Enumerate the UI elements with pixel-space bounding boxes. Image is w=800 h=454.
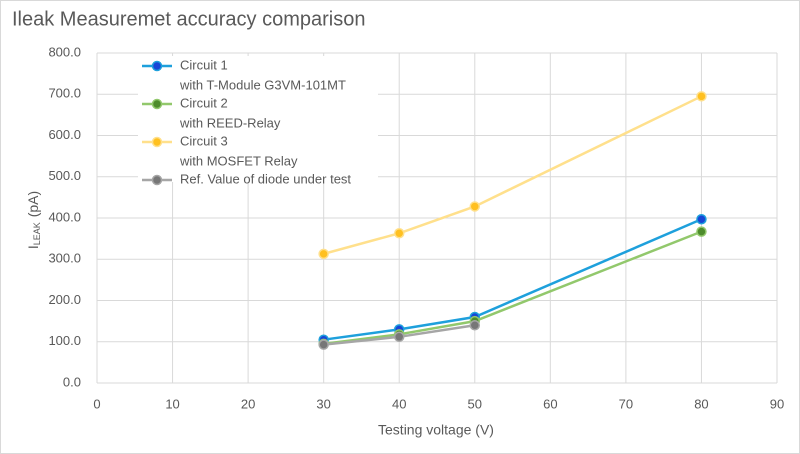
- data-point: [696, 91, 707, 102]
- x-tick-label: 20: [241, 396, 255, 411]
- series-line: [323, 230, 702, 346]
- x-tick-label: 70: [619, 396, 633, 411]
- x-tick-label: 10: [165, 396, 179, 411]
- legend-background: [138, 56, 378, 182]
- y-tick-label: 0.0: [63, 374, 81, 389]
- legend-note: with T-Module G3VM-101MT: [179, 77, 346, 92]
- legend-note: with REED-Relay: [179, 115, 281, 130]
- y-tick-label: 500.0: [48, 168, 81, 183]
- y-tick-label: 100.0: [48, 333, 81, 348]
- y-tick-label: 600.0: [48, 127, 81, 142]
- x-tick-label: 80: [694, 396, 708, 411]
- data-point: [469, 320, 481, 331]
- x-tick-label: 40: [392, 396, 406, 411]
- x-tick-label: 50: [468, 396, 482, 411]
- series-line: [323, 95, 702, 256]
- y-label-unit: (pA): [25, 191, 41, 217]
- data-point: [696, 213, 707, 225]
- legend-label: Circuit 1: [180, 57, 228, 72]
- y-axis-title: ILEAK (pA): [25, 191, 43, 249]
- legend-label: Circuit 2: [180, 95, 228, 110]
- y-tick-label: 300.0: [48, 251, 81, 266]
- y-tick-label: 800.0: [48, 44, 81, 59]
- y-label-main: I: [25, 245, 41, 249]
- data-point: [696, 226, 707, 237]
- y-tick-label: 700.0: [48, 86, 81, 101]
- legend-marker: [151, 136, 163, 148]
- legend-label: Circuit 3: [180, 133, 228, 148]
- chart-title: Ileak Measuremet accuracy comparison: [12, 8, 365, 30]
- legend-marker: [151, 60, 163, 72]
- y-label-sub: LEAK: [32, 222, 42, 245]
- series-line: [323, 218, 702, 341]
- legend-marker: [151, 174, 163, 186]
- x-tick-label: 0: [93, 396, 100, 411]
- x-tick-label: 30: [316, 396, 330, 411]
- legend-label: Ref. Value of diode under test: [180, 171, 351, 186]
- x-axis-title: Testing voltage (V): [378, 422, 494, 438]
- data-point: [469, 201, 481, 212]
- legend-marker: [151, 98, 163, 110]
- legend-note: with MOSFET Relay: [179, 153, 298, 168]
- data-point: [318, 339, 329, 350]
- x-tick-label: 90: [770, 396, 784, 411]
- legend: Circuit 1 with T-Module G3VM-101MT Circuit…: [138, 56, 378, 186]
- y-tick-label: 400.0: [48, 209, 81, 224]
- data-point: [318, 248, 329, 260]
- data-point: [393, 331, 405, 343]
- y-tick-label: 200.0: [48, 292, 81, 307]
- x-tick-label: 60: [543, 396, 557, 411]
- data-point: [393, 228, 405, 239]
